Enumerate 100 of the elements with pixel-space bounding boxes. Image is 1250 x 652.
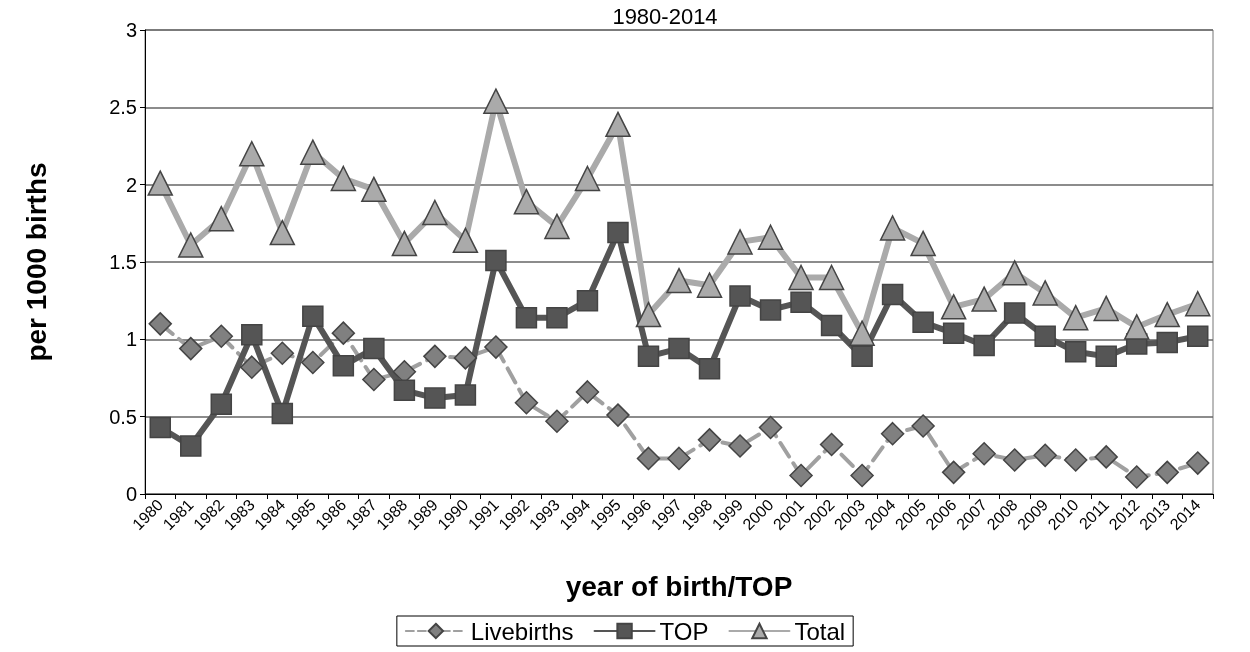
point	[423, 344, 447, 369]
point	[147, 170, 174, 196]
point	[575, 380, 600, 404]
point	[1094, 445, 1118, 469]
point	[1186, 325, 1209, 347]
legend-label: Total	[794, 617, 846, 645]
point	[148, 312, 173, 336]
point	[454, 384, 477, 406]
point	[1001, 260, 1028, 286]
point	[332, 354, 355, 377]
point	[911, 414, 935, 438]
point	[1185, 451, 1210, 475]
point	[240, 355, 264, 379]
point	[667, 446, 691, 471]
point	[301, 350, 325, 375]
point	[544, 213, 570, 240]
point	[1095, 345, 1117, 368]
point	[1093, 295, 1119, 322]
point	[1184, 291, 1211, 317]
point	[697, 428, 722, 452]
point	[880, 421, 905, 446]
point	[485, 249, 507, 272]
point	[1123, 314, 1150, 340]
point	[728, 434, 752, 458]
y-tick-label: 2	[125, 173, 137, 196]
point	[424, 387, 446, 409]
point	[973, 334, 995, 357]
point	[515, 306, 538, 329]
point	[605, 111, 631, 138]
point	[422, 199, 448, 226]
point	[1155, 460, 1179, 485]
point	[790, 291, 812, 313]
point	[789, 463, 813, 488]
point	[241, 323, 263, 346]
chart-title: 1980-2014	[612, 3, 718, 29]
point	[942, 322, 965, 344]
point	[208, 205, 235, 232]
point	[849, 320, 875, 346]
point	[209, 324, 234, 348]
point	[758, 415, 783, 440]
point	[879, 215, 906, 241]
point	[452, 227, 479, 254]
point	[757, 224, 784, 250]
point	[1032, 280, 1058, 306]
point	[269, 219, 296, 246]
point	[393, 379, 416, 402]
point	[1033, 443, 1057, 468]
point	[727, 229, 753, 255]
point	[820, 314, 843, 337]
legend-label: Livebirths	[470, 617, 574, 645]
point	[666, 267, 692, 294]
point	[607, 221, 629, 244]
point	[330, 165, 357, 192]
point	[729, 285, 751, 307]
point	[818, 264, 845, 291]
point	[1064, 340, 1087, 363]
point	[1154, 301, 1180, 328]
point	[545, 409, 569, 434]
point	[788, 264, 814, 291]
point	[819, 432, 844, 457]
point	[912, 311, 934, 334]
point	[971, 286, 997, 312]
point	[239, 140, 265, 167]
point	[696, 272, 723, 298]
point	[576, 289, 599, 312]
point	[513, 188, 540, 215]
point	[910, 230, 936, 257]
y-tick-label: 1	[125, 328, 137, 351]
legend-label: TOP	[659, 617, 709, 645]
point	[1003, 302, 1026, 324]
point	[179, 336, 203, 361]
point	[453, 346, 478, 370]
point	[302, 305, 324, 327]
y-tick-label: 2.5	[109, 96, 137, 119]
point	[210, 393, 233, 416]
point	[363, 337, 385, 360]
point	[270, 341, 295, 365]
y-tick-label: 3	[125, 19, 137, 41]
point	[484, 335, 508, 359]
point	[635, 301, 662, 328]
point	[391, 230, 418, 257]
point	[940, 294, 967, 320]
point	[759, 299, 782, 321]
point	[331, 321, 356, 345]
y-tick-label: 0	[125, 483, 137, 505]
y-axis-title: per 1000 births	[20, 162, 52, 362]
point	[1156, 331, 1178, 354]
point	[271, 402, 294, 425]
point	[941, 460, 966, 485]
point	[546, 306, 568, 329]
point	[180, 435, 202, 457]
point	[300, 139, 326, 165]
point	[850, 463, 874, 488]
point	[514, 391, 539, 415]
point	[636, 446, 661, 471]
point	[362, 367, 386, 392]
point	[668, 337, 690, 360]
point	[483, 88, 509, 114]
point	[1034, 325, 1056, 347]
point	[698, 357, 721, 380]
